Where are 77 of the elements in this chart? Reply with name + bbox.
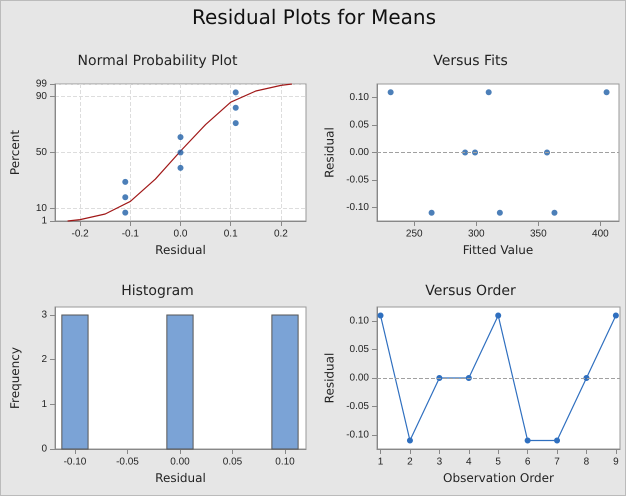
y-axis-title: Residual (322, 352, 336, 404)
x-axis-title: Residual (155, 470, 206, 485)
line-series (66, 83, 293, 222)
x-tick-label: 0.00 (170, 456, 190, 468)
y-axis-title: Percent (8, 130, 22, 176)
y-axis-title: Frequency (8, 347, 22, 409)
y-tick-label: 0.00 (350, 147, 370, 158)
x-axis-title: Fitted Value (462, 242, 534, 257)
point (524, 437, 531, 444)
x-tick-label: 2 (407, 456, 414, 468)
point (406, 437, 413, 444)
point (122, 194, 128, 200)
x-tick-label: 6 (524, 456, 531, 468)
chart-title: Versus Order (425, 283, 516, 299)
x-tick-label: -0.1 (122, 228, 140, 240)
y-tick-label: 50 (36, 147, 48, 158)
x-tick-label: -0.10 (64, 456, 87, 468)
point (178, 150, 184, 156)
y-tick-label: 99 (36, 78, 48, 90)
y-tick-label: 0.05 (350, 344, 370, 356)
point (232, 120, 239, 126)
chart-title: Histogram (121, 283, 194, 299)
y-tick-label: 90 (36, 91, 48, 102)
y-tick-label: 0 (41, 444, 48, 454)
y-tick-label: -0.05 (346, 400, 370, 412)
y-tick-label: 0.00 (350, 372, 370, 384)
y-tick-label: 0.10 (350, 92, 370, 104)
x-tick-label: 400 (592, 228, 610, 240)
point (122, 210, 128, 216)
x-tick-label: 5 (495, 456, 502, 468)
y-tick-label: -0.10 (346, 202, 370, 213)
y-axis-title: Residual (322, 127, 336, 178)
point (486, 89, 492, 96)
point (612, 312, 619, 319)
x-tick-label: 3 (436, 456, 443, 468)
point (551, 210, 558, 216)
point (428, 210, 435, 216)
x-tick-label: 300 (468, 228, 486, 240)
chart-title: Versus Fits (433, 53, 508, 69)
x-axis-title: Residual (155, 242, 206, 257)
point (554, 437, 560, 444)
y-tick-label: 1 (41, 398, 48, 410)
x-tick-label: 350 (530, 228, 548, 240)
x-tick-label: 0.05 (222, 456, 243, 468)
x-tick-label: -0.05 (116, 456, 140, 468)
y-tick-label: 10 (36, 202, 48, 214)
text: Residual Plots for Means (190, 5, 438, 29)
chart-title: Normal Probability Plot (78, 53, 238, 69)
x-tick-label: 250 (406, 228, 424, 240)
y-tick-label: 0.05 (350, 120, 370, 131)
x-tick-label: 0.1 (224, 228, 238, 240)
x-tick-label: 0.10 (275, 456, 296, 468)
point (178, 134, 184, 140)
point (232, 89, 239, 96)
x-tick-label: 0.0 (174, 228, 188, 240)
x-tick-label: 9 (613, 456, 620, 468)
x-axis-title: Observation Order (443, 470, 554, 485)
point (388, 89, 394, 96)
point (496, 210, 503, 216)
x-tick-label: 8 (584, 456, 590, 468)
y-tick-label: -0.05 (346, 174, 370, 186)
point (178, 164, 184, 171)
x-tick-label: -0.2 (71, 228, 90, 240)
y-tick-label: 1 (41, 216, 48, 226)
y-tick-label: 0.10 (350, 316, 370, 327)
point (122, 178, 128, 185)
y-tick-label: 3 (41, 310, 48, 321)
x-tick-label: 0.2 (274, 228, 288, 240)
point (232, 104, 239, 111)
point (378, 312, 384, 319)
point (495, 312, 502, 319)
y-tick-label: 2 (41, 354, 48, 366)
x-tick-label: 7 (554, 456, 560, 468)
point (604, 89, 610, 96)
y-tick-label: -0.10 (346, 429, 370, 440)
x-tick-label: 4 (466, 456, 472, 468)
x-tick-label: 1 (378, 456, 384, 468)
